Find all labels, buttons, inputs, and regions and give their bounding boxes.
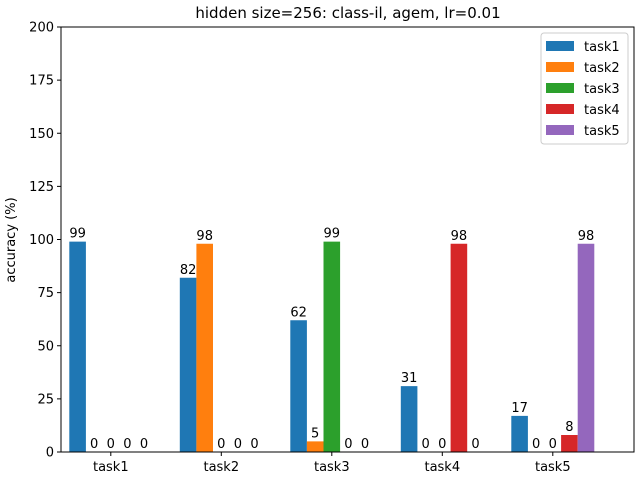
legend-label: task5 [584, 124, 620, 139]
data-label: 0 [361, 437, 369, 452]
data-label: 98 [578, 229, 595, 244]
bar [69, 241, 86, 453]
legend-item-task3: task3 [546, 82, 620, 97]
y-tick-label: 150 [29, 127, 54, 142]
x-tick-label: task4 [424, 460, 460, 475]
x-tick-label: task2 [203, 460, 239, 475]
bar [179, 277, 197, 452]
y-tick-label: 25 [37, 392, 54, 407]
bar [323, 241, 341, 453]
x-tick-label: task1 [93, 460, 129, 475]
data-label: 0 [250, 437, 258, 452]
x-tick-label: task5 [535, 460, 571, 475]
data-label: 0 [422, 437, 430, 452]
legend-item-task4: task4 [546, 103, 620, 118]
chart-title: hidden size=256: class-il, agem, lr=0.01 [195, 4, 500, 22]
legend-item-task5: task5 [546, 124, 620, 139]
legend-swatch [546, 62, 574, 72]
data-label: 8 [565, 420, 573, 435]
y-tick-label: 0 [46, 446, 54, 461]
legend-label: task1 [584, 40, 620, 55]
data-label: 0 [217, 437, 225, 452]
bar [450, 243, 468, 452]
data-label: 31 [401, 371, 418, 386]
bar [400, 386, 418, 453]
data-label: 98 [196, 229, 213, 244]
legend-label: task2 [584, 61, 620, 76]
legend-label: task4 [584, 103, 620, 118]
y-tick-label: 100 [29, 233, 54, 248]
legend-box [540, 32, 629, 145]
data-label: 62 [290, 305, 307, 320]
legend-swatch [546, 104, 574, 114]
bar [290, 320, 307, 452]
data-label: 17 [511, 401, 528, 416]
data-label: 0 [234, 437, 242, 452]
bar [577, 243, 595, 452]
series-task1: 99 82 62 31 17 [69, 227, 528, 453]
legend-swatch [546, 125, 574, 135]
bar [511, 415, 528, 453]
data-label: 0 [549, 437, 557, 452]
y-axis-label: accuracy (%) [4, 197, 19, 282]
bar [196, 243, 213, 452]
legend-label: task3 [584, 82, 620, 97]
y-tick-label: 50 [37, 339, 54, 354]
legend-swatch [546, 41, 574, 51]
legend-swatch [546, 83, 574, 93]
series-task5: 0 0 0 098 [140, 229, 595, 452]
data-label: 0 [123, 437, 131, 452]
legend: task1 task2 task3 task4 task5 [540, 32, 629, 145]
data-label: 98 [451, 229, 468, 244]
data-label: 0 [438, 437, 446, 452]
bar [306, 441, 324, 453]
y-tick-label: 75 [37, 286, 54, 301]
data-label: 0 [344, 437, 352, 452]
data-label: 99 [324, 227, 341, 242]
data-label: 82 [180, 263, 197, 278]
data-label: 0 [107, 437, 115, 452]
data-label: 0 [471, 437, 479, 452]
y-tick-label: 175 [29, 74, 54, 89]
y-tick-label: 125 [29, 180, 54, 195]
x-tick-label: task3 [314, 460, 350, 475]
data-label: 0 [140, 437, 148, 452]
bar [561, 435, 578, 452]
legend-item-task2: task2 [546, 61, 620, 76]
legend-item-task1: task1 [546, 40, 620, 55]
y-tick-label: 200 [29, 21, 54, 36]
data-label: 99 [69, 227, 86, 242]
data-label: 0 [90, 437, 98, 452]
data-label: 0 [532, 437, 540, 452]
data-label: 5 [311, 426, 319, 441]
